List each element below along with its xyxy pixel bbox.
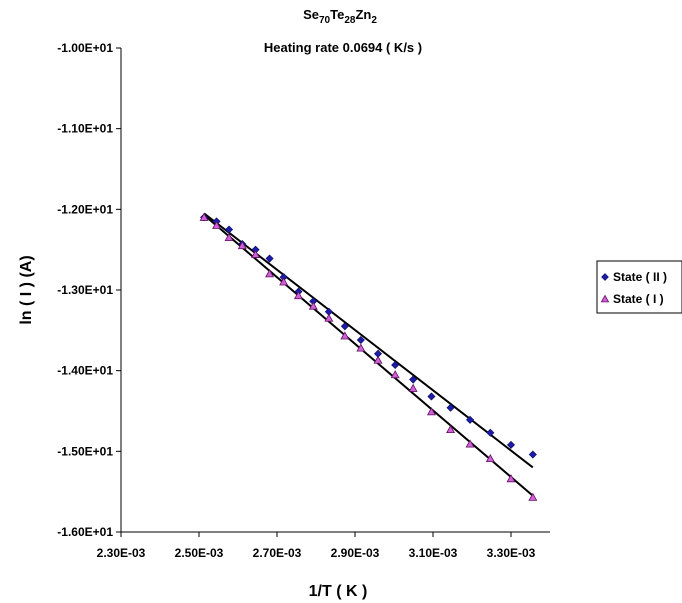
legend: State ( II ) State ( I ) (596, 260, 682, 314)
legend-marker-state-i (600, 294, 610, 303)
data-point-state-ii (486, 428, 495, 437)
x-tick-label: 3.10E-03 (409, 546, 458, 560)
data-point-state-i (485, 453, 495, 463)
data-point-state-i (373, 355, 383, 364)
title-sub-28: 28 (344, 15, 356, 26)
data-point-state-i (199, 212, 209, 221)
y-tick-label: -1.00E+01 (57, 41, 113, 55)
data-point-state-i (506, 474, 516, 483)
data-point-state-ii (391, 360, 400, 370)
data-point-state-i (408, 383, 418, 392)
chart-subtitle: Heating rate 0.0694 ( K/s ) (264, 40, 422, 55)
data-point-state-i (340, 331, 350, 340)
y-tick-label: -1.30E+01 (57, 283, 113, 297)
trendlines (203, 212, 534, 497)
x-tick-label: 2.50E-03 (175, 546, 224, 560)
data-points (199, 212, 538, 501)
data-point-state-i (426, 407, 436, 416)
data-point-state-i (237, 241, 247, 250)
data-point-state-i (308, 301, 318, 310)
data-point-state-ii (466, 415, 475, 424)
y-tick-label: -1.10E+01 (57, 122, 113, 136)
data-point-state-i (224, 232, 234, 242)
data-point-state-ii (265, 254, 274, 263)
title-sub-2: 2 (371, 15, 377, 26)
title-text-se: Se (303, 7, 319, 22)
data-point-state-i (251, 249, 261, 258)
data-point-state-i (212, 220, 222, 229)
x-tick-label: 2.90E-03 (331, 546, 380, 560)
x-tick-label: 2.30E-03 (97, 546, 146, 560)
y-ticks: -1.00E+01 -1.10E+01 -1.20E+01 -1.30E+01 -1.4… (57, 41, 121, 539)
legend-label: State ( I ) (613, 292, 664, 306)
data-point-state-i (356, 343, 366, 352)
data-point-state-i (265, 269, 275, 278)
trendline (203, 212, 534, 469)
data-point-state-i (528, 492, 538, 501)
data-point-state-ii (225, 225, 234, 234)
data-point-state-i (293, 291, 303, 300)
data-point-state-ii (446, 403, 455, 412)
y-tick-label: -1.50E+01 (57, 444, 113, 458)
legend-label: State ( II ) (613, 270, 667, 284)
data-point-state-ii (506, 440, 516, 449)
title-text-zn: Zn (355, 7, 371, 22)
data-point-state-i (324, 313, 334, 322)
y-tick-label: -1.60E+01 (57, 525, 113, 539)
data-point-state-ii (409, 375, 418, 384)
data-point-state-i (279, 277, 289, 286)
data-point-state-i (465, 439, 475, 448)
legend-marker-state-ii (601, 273, 609, 281)
data-point-state-i (390, 370, 400, 379)
y-axis-label: ln ( I ) (A) (18, 255, 35, 324)
title-sub-70: 70 (319, 15, 331, 26)
chart-title: Se70Te28Zn2 (303, 7, 377, 26)
x-tick-label: 2.70E-03 (253, 546, 302, 560)
data-point-state-ii (528, 450, 537, 459)
data-point-state-ii (340, 322, 349, 331)
y-tick-label: -1.40E+01 (57, 364, 113, 378)
x-tick-label: 3.30E-03 (487, 546, 536, 560)
y-tick-label: -1.20E+01 (57, 202, 113, 216)
data-point-state-i (446, 424, 456, 433)
legend-box (596, 260, 682, 314)
data-point-state-ii (427, 392, 436, 401)
x-ticks: 2.30E-03 2.50E-03 2.70E-03 2.90E-03 3.10E-03… (97, 532, 536, 560)
trendline (203, 214, 534, 497)
x-axis-label: 1/T ( K ) (309, 583, 368, 600)
title-text-te: Te (330, 7, 344, 22)
